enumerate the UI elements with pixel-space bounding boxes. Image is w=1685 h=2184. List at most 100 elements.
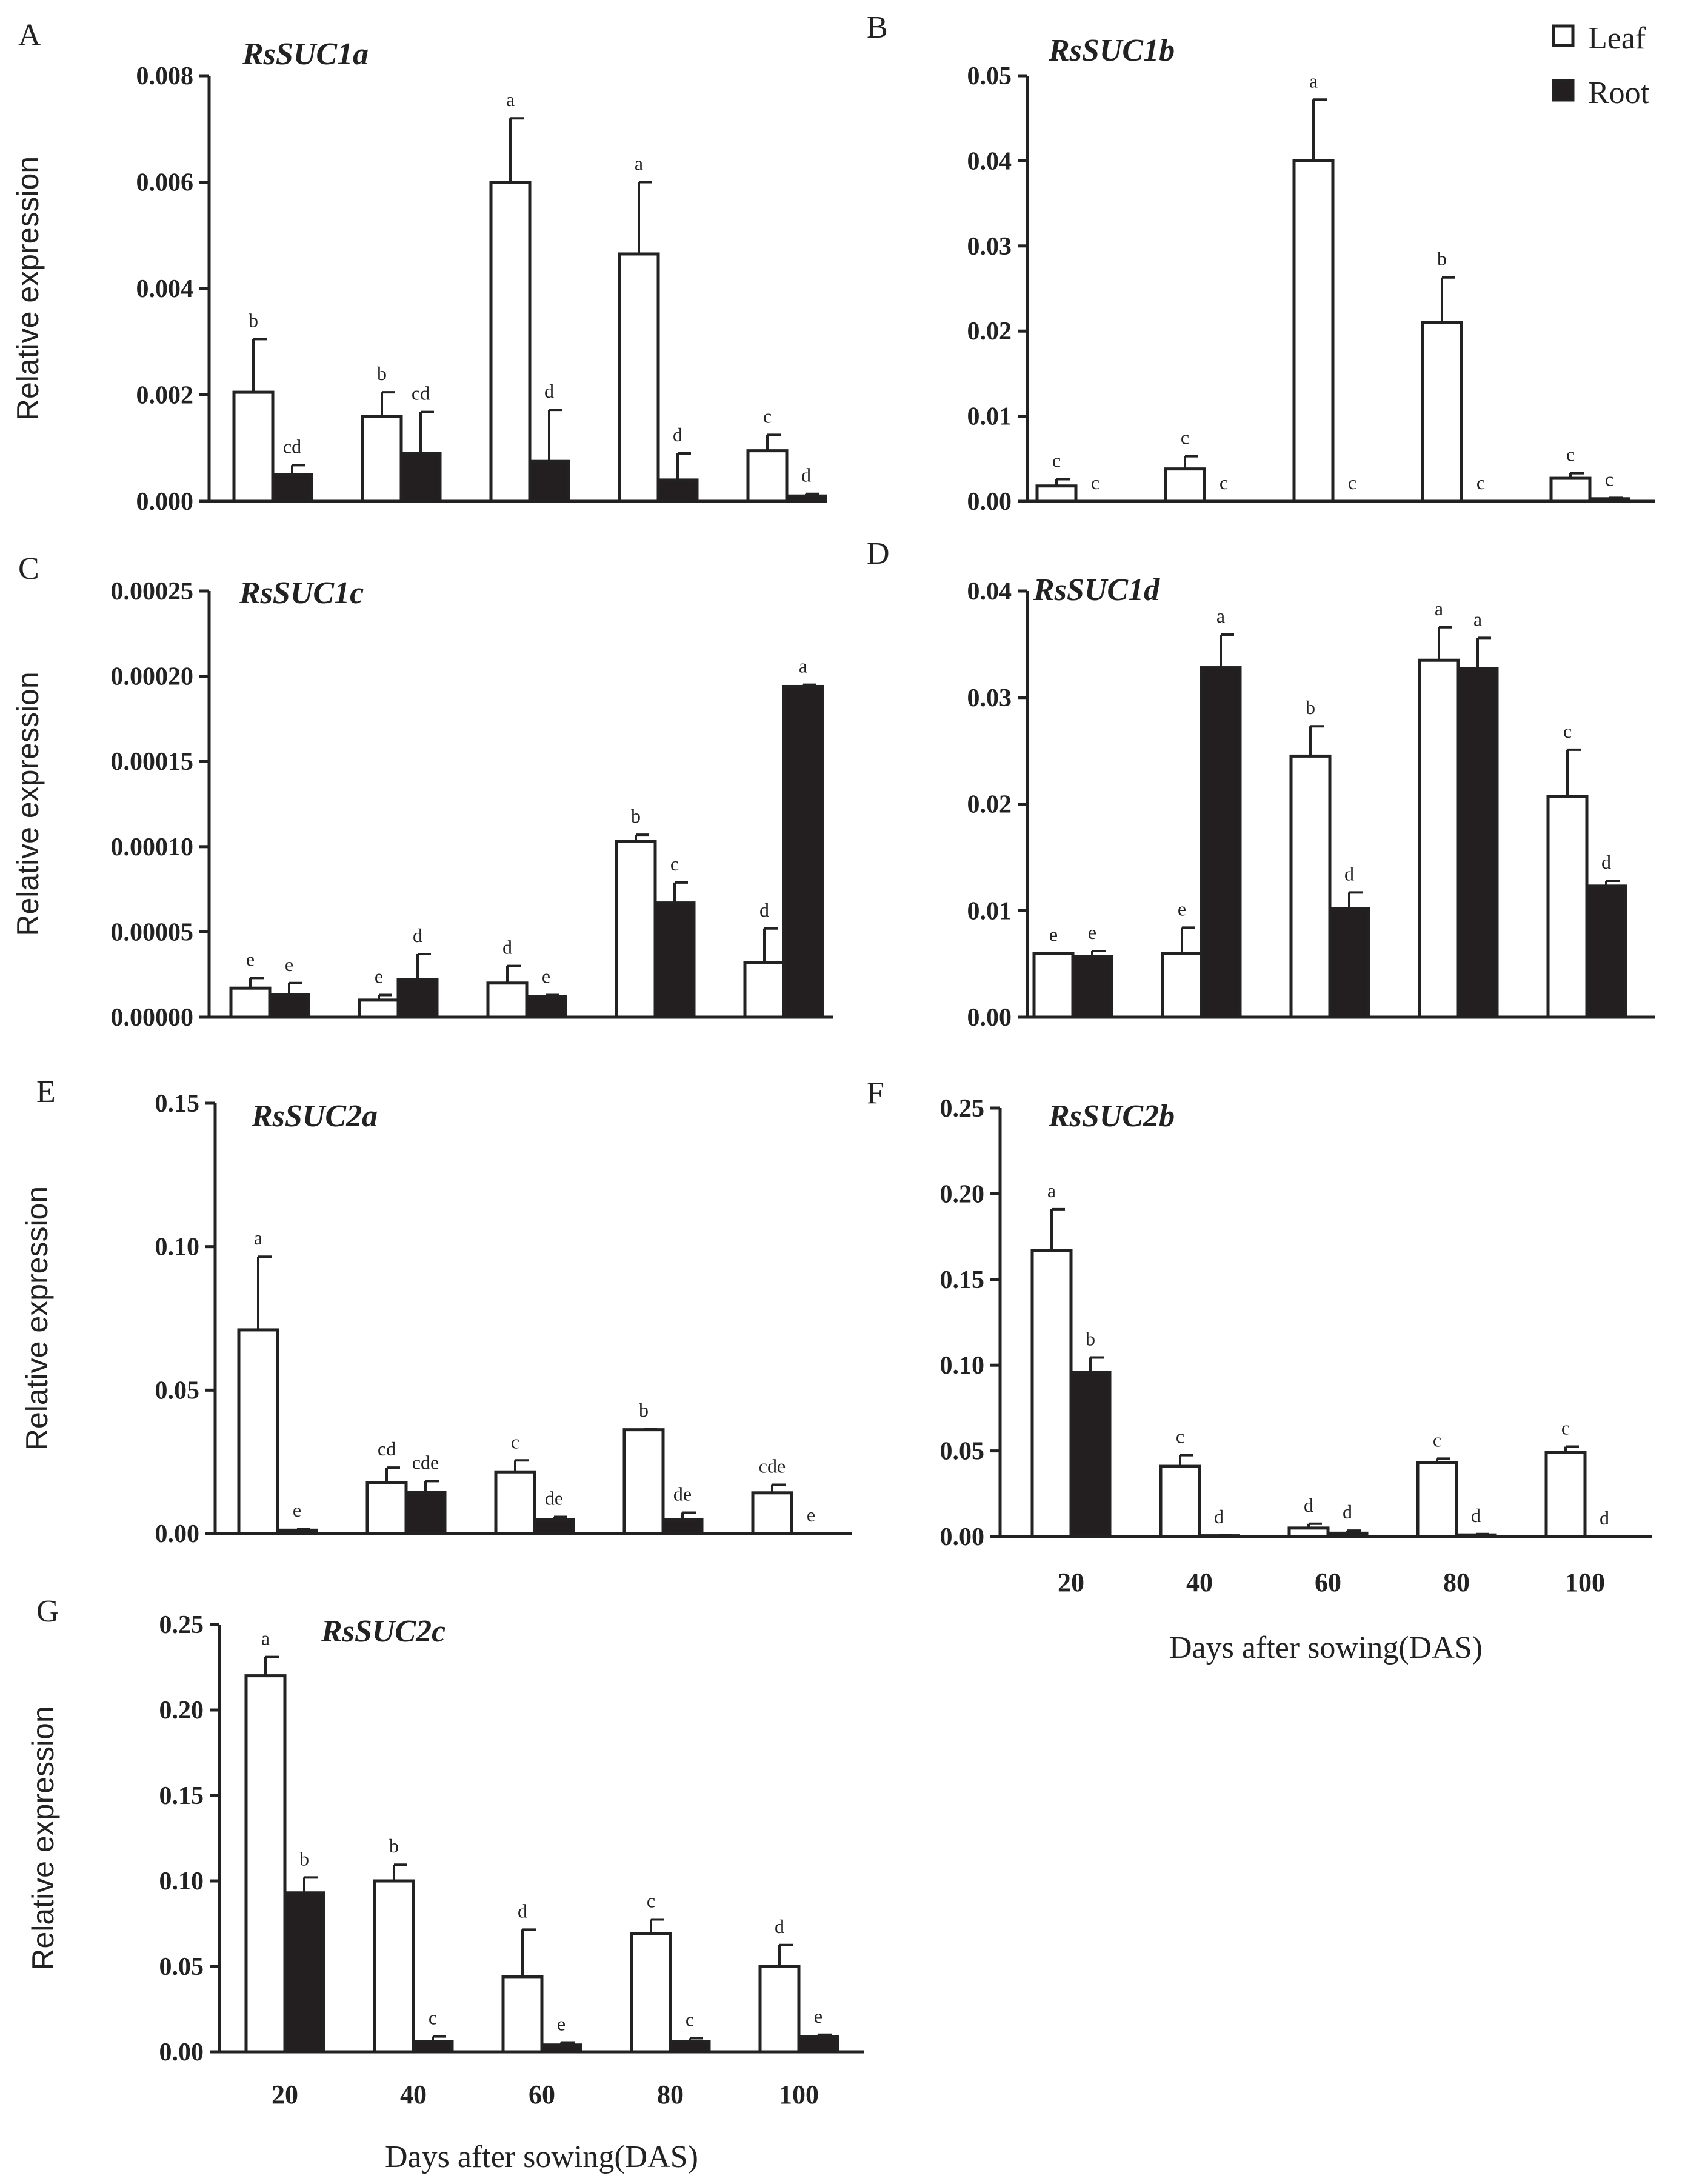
y-tick-label-e: 0.05 <box>155 1377 200 1404</box>
sig-letter-leaf-g-80: c <box>647 1889 655 1911</box>
chart-panel-d: D RsSUC1d 0.00 0.01 0.02 0.03 0.04 e e e a b d a a c d <box>867 536 1655 1032</box>
y-tick-label-b: 0.05 <box>967 62 1012 90</box>
bar-leaf-f-40 <box>1159 1464 1201 1538</box>
x-tick-label-g: 40 <box>400 2080 427 2109</box>
sig-letter-root-d-40: a <box>1216 605 1225 627</box>
panel-letter-e: E <box>36 1075 56 1109</box>
sig-letter-leaf-a-100: c <box>763 405 772 427</box>
sig-letter-leaf-b-100: c <box>1566 444 1575 466</box>
sig-letter-leaf-a-60: a <box>506 88 515 110</box>
chart-title-e: RsSUC2a <box>251 1099 378 1134</box>
sig-letter-leaf-b-80: b <box>1437 248 1447 270</box>
y-tick-label-c: 0.00020 <box>111 663 194 691</box>
bar-leaf-g-40 <box>373 1879 415 2054</box>
x-tick-label-g: 20 <box>272 2080 298 2109</box>
y-tick-label-a: 0.008 <box>136 62 194 90</box>
chart-title-g: RsSUC2c <box>321 1614 445 1649</box>
bar-leaf-d-80 <box>1418 658 1460 1019</box>
sig-letter-root-b-20: c <box>1091 472 1099 493</box>
panel-letter-f: F <box>867 1076 884 1110</box>
chart-panel-c: C RsSUC1c 0.00000 0.00005 0.00010 0.00015 0.00… <box>11 552 833 1032</box>
legend-label-root: Root <box>1588 76 1650 110</box>
y-axis-title-e: Relative expression <box>20 1186 54 1451</box>
chart-title-f: RsSUC2b <box>1048 1099 1175 1134</box>
y-tick-label-e: 0.10 <box>155 1234 200 1261</box>
sig-letter-root-c-80: c <box>670 853 679 875</box>
chart-panel-g: G RsSUC2c 0.00 0.05 0.10 0.15 0.20 0.25 Relative… <box>26 1594 864 2174</box>
sig-letter-leaf-e-80: b <box>639 1399 649 1421</box>
bar-leaf-b-80 <box>1421 321 1463 503</box>
bar-root-f-60 <box>1326 1531 1369 1538</box>
bar-leaf-b-40 <box>1164 467 1206 503</box>
sig-letter-root-g-60: e <box>557 2012 566 2034</box>
sig-letter-leaf-a-80: a <box>635 153 643 175</box>
sig-letter-root-a-80: d <box>673 424 682 446</box>
bar-root-a-20 <box>271 473 313 503</box>
bar-root-d-60 <box>1328 907 1370 1019</box>
y-axis-title-g: Relative expression <box>26 1706 60 1970</box>
bar-root-e-60 <box>533 1518 575 1535</box>
x-axis-title-g: Days after sowing(DAS) <box>385 2140 698 2174</box>
sig-letter-root-a-60: d <box>544 380 554 402</box>
y-tick-label-f: 0.20 <box>940 1180 985 1208</box>
bar-root-c-40 <box>396 978 439 1019</box>
y-tick-label-b: 0.02 <box>967 318 1012 346</box>
bar-leaf-b-60 <box>1292 159 1335 503</box>
y-tick-label-g: 0.20 <box>159 1697 204 1725</box>
y-tick-label-f: 0.15 <box>940 1266 985 1294</box>
y-tick-label-c: 0.00025 <box>111 578 194 606</box>
bar-root-c-20 <box>268 993 310 1019</box>
bar-root-f-20 <box>1069 1371 1112 1538</box>
sig-letter-leaf-b-20: c <box>1052 449 1061 471</box>
bar-leaf-a-100 <box>746 449 789 503</box>
sig-letter-leaf-d-20: e <box>1049 924 1058 946</box>
sig-letter-root-c-40: d <box>413 924 422 946</box>
sig-letter-leaf-d-60: b <box>1306 696 1315 718</box>
bar-root-a-60 <box>528 459 570 503</box>
sig-letter-root-d-20: e <box>1088 921 1096 943</box>
sig-letter-leaf-c-20: e <box>246 948 255 970</box>
legend-label-leaf: Leaf <box>1588 21 1646 56</box>
sig-letter-root-a-20: cd <box>283 435 301 457</box>
sig-letter-root-b-100: c <box>1605 468 1613 490</box>
sig-letter-root-c-20: e <box>285 953 293 975</box>
bar-leaf-c-40 <box>358 998 400 1019</box>
sig-letter-root-f-40: d <box>1214 1506 1224 1528</box>
sig-letter-root-c-100: a <box>799 655 807 677</box>
sig-letter-root-f-100: d <box>1600 1507 1609 1529</box>
sig-letter-root-d-100: d <box>1601 851 1611 873</box>
sig-letter-leaf-f-100: c <box>1561 1417 1570 1439</box>
y-tick-label-f: 0.00 <box>940 1523 985 1551</box>
sig-letter-leaf-d-80: a <box>1435 598 1443 619</box>
y-tick-label-g: 0.10 <box>159 1868 204 1895</box>
bar-leaf-a-20 <box>232 390 275 503</box>
bar-leaf-e-80 <box>622 1428 665 1535</box>
chart-title-c: RsSUC1c <box>239 576 364 610</box>
bar-root-g-80 <box>669 2040 711 2054</box>
bar-root-d-40 <box>1200 666 1242 1019</box>
y-tick-label-a: 0.000 <box>136 488 194 516</box>
bar-root-g-40 <box>412 2040 454 2054</box>
sig-letter-root-b-60: c <box>1348 472 1356 493</box>
bar-leaf-f-100 <box>1544 1451 1587 1538</box>
y-tick-label-c: 0.00005 <box>111 918 194 946</box>
sig-letter-leaf-d-100: c <box>1563 720 1572 742</box>
chart-panel-f: F RsSUC2b 0.00 0.05 0.10 0.15 0.20 0.25 a b 20 c d 40… <box>867 1076 1652 1665</box>
y-tick-label-e: 0.00 <box>155 1520 200 1548</box>
sig-letter-leaf-c-40: e <box>375 965 383 987</box>
sig-letter-root-a-100: d <box>801 464 811 486</box>
bar-leaf-e-60 <box>494 1470 536 1535</box>
bar-leaf-g-60 <box>501 1975 544 2054</box>
sig-letter-root-e-60: de <box>545 1488 563 1509</box>
legend-swatch-root <box>1552 79 1575 102</box>
x-tick-label-f: 40 <box>1186 1568 1213 1597</box>
y-tick-label-f: 0.10 <box>940 1352 985 1380</box>
panel-letter-c: C <box>18 552 39 586</box>
x-tick-label-f: 60 <box>1315 1568 1341 1597</box>
bar-leaf-f-80 <box>1416 1461 1458 1538</box>
y-tick-label-g: 0.00 <box>159 2039 204 2066</box>
y-tick-label-c: 0.00015 <box>111 748 194 776</box>
chart-panel-b: B RsSUC1b 0.00 0.01 0.02 0.03 0.04 0.05 c c c c a c b c… <box>867 10 1655 516</box>
y-tick-label-g: 0.15 <box>159 1782 204 1810</box>
